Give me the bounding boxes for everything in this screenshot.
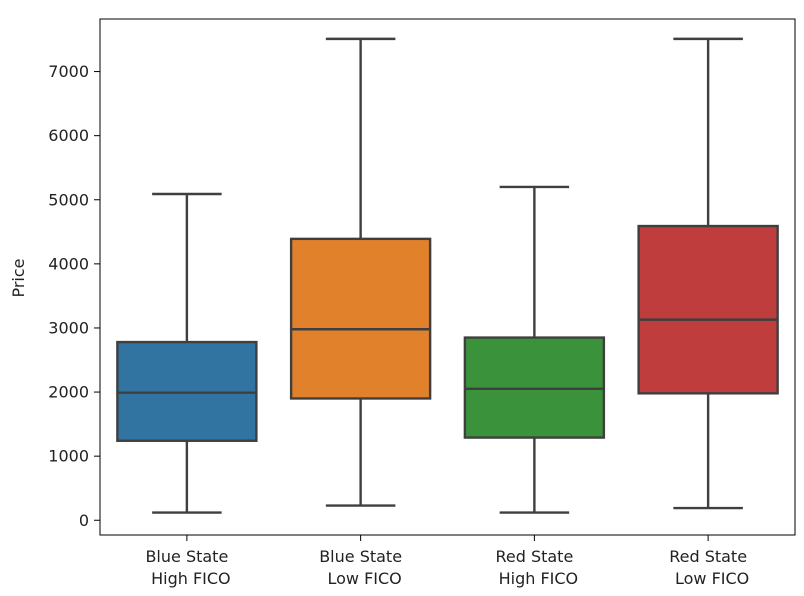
x-tick-label: Red State High FICO [495, 547, 578, 588]
y-axis-label: Price [9, 258, 28, 297]
box-group [116, 192, 258, 514]
x-tick-label: Blue State Low FICO [319, 547, 402, 588]
box-iqr [637, 224, 779, 395]
boxes-layer [116, 37, 779, 514]
y-tick-label: 2000 [48, 383, 89, 402]
box-group [637, 37, 779, 510]
y-tick-label: 7000 [48, 62, 89, 81]
box-group [463, 185, 606, 514]
box-iqr [463, 336, 606, 439]
x-tick-label-line1: Blue State [319, 547, 402, 566]
y-tick-label: 4000 [48, 254, 89, 273]
x-tick-label-line1: Red State [495, 547, 573, 566]
x-tick-label-line2: Low FICO [675, 569, 749, 588]
x-tick-label-line2: High FICO [499, 569, 579, 588]
x-tick-label-line2: High FICO [151, 569, 231, 588]
y-tick-label: 5000 [48, 190, 89, 209]
y-tick-label: 0 [79, 511, 89, 530]
x-tick-label-line1: Red State [669, 547, 747, 566]
x-tick-label: Blue State High FICO [145, 547, 230, 588]
x-tick-label-line2: Low FICO [327, 569, 401, 588]
y-tick-label: 6000 [48, 126, 89, 145]
box-group [289, 37, 432, 507]
x-tick-label-line1: Blue State [145, 547, 228, 566]
plot-frame [99, 18, 796, 536]
box-iqr [289, 237, 432, 400]
x-tick-label: Red State Low FICO [669, 547, 749, 588]
y-tick-label: 3000 [48, 318, 89, 337]
axes-layer: 0 1000 2000 3000 4000 5000 6000 7000 Blue State H… [48, 18, 796, 588]
y-tick-label: 1000 [48, 447, 89, 466]
box-iqr [116, 340, 258, 442]
